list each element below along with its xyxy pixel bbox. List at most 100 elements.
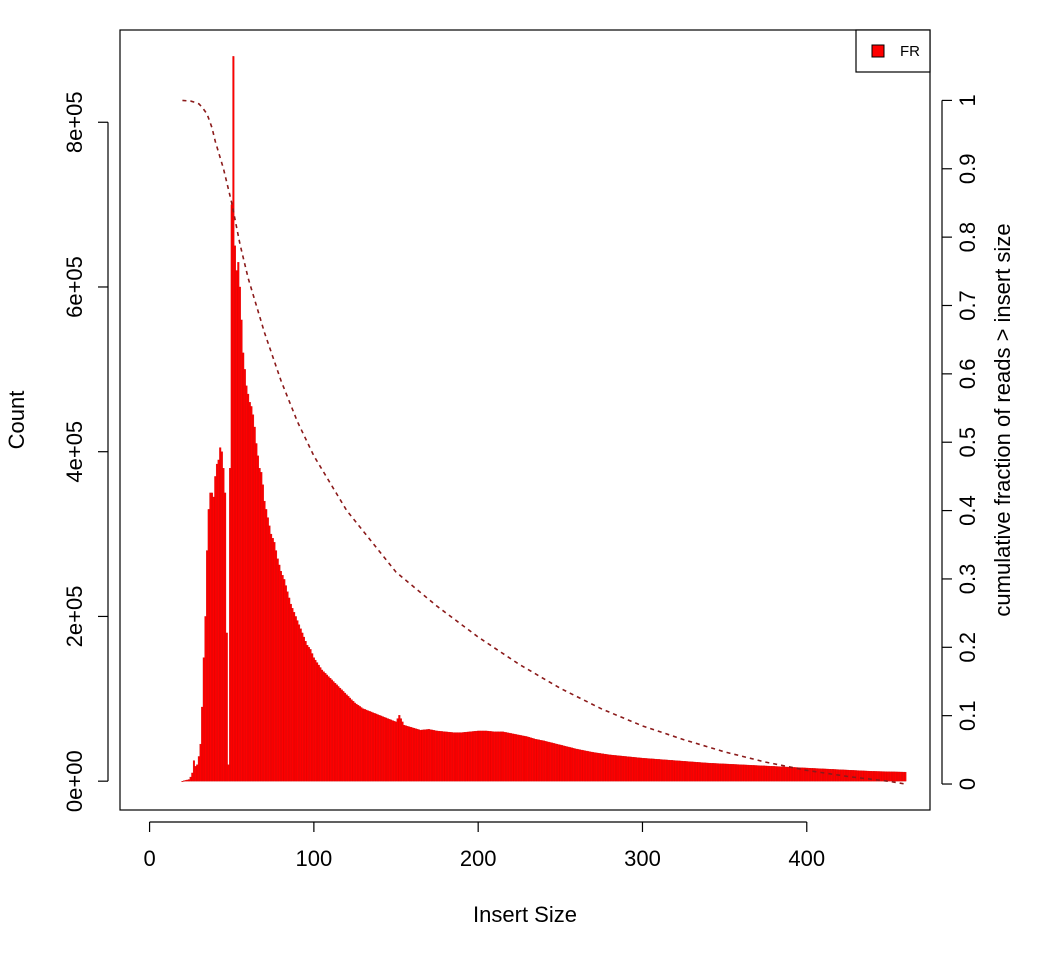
bar (662, 759, 665, 782)
bar (434, 730, 437, 782)
bar (473, 731, 476, 782)
bar (281, 575, 284, 782)
bar (385, 717, 388, 782)
bar (536, 739, 539, 782)
bar (860, 770, 862, 782)
bar (615, 755, 618, 782)
bar (326, 674, 328, 782)
bar (738, 764, 741, 782)
bar (197, 756, 200, 782)
bar (712, 763, 715, 782)
bar (763, 765, 766, 782)
bar (899, 771, 902, 782)
bar (373, 713, 376, 782)
bar (454, 732, 457, 782)
bar (758, 765, 761, 782)
bar (431, 729, 434, 782)
bar (399, 718, 402, 782)
bar (769, 766, 772, 782)
bar (393, 721, 396, 782)
bar (436, 730, 439, 782)
y2-tick-label: 0.1 (955, 700, 980, 731)
bar (694, 761, 697, 782)
bar (795, 767, 798, 782)
bar (789, 767, 792, 782)
bar (861, 770, 864, 782)
bar (646, 758, 649, 782)
bar (242, 352, 245, 782)
bar (317, 664, 320, 782)
bar (235, 270, 238, 782)
bar (730, 764, 733, 782)
bar (556, 743, 559, 782)
bar (736, 764, 739, 782)
bar (708, 762, 711, 782)
bar (672, 760, 675, 782)
bar (404, 725, 407, 782)
bar (644, 758, 647, 782)
bar (398, 715, 401, 782)
bar (710, 763, 713, 782)
bar (485, 730, 488, 782)
bar (564, 746, 567, 782)
bar (745, 764, 747, 782)
bar (809, 768, 812, 782)
bar (192, 760, 195, 782)
bar (531, 738, 534, 782)
bar (357, 705, 360, 782)
bar (345, 694, 348, 782)
y-tick-label: 6e+05 (62, 256, 87, 318)
bar (460, 732, 463, 782)
bar (462, 732, 465, 782)
bar (495, 731, 498, 782)
bar (585, 750, 588, 782)
bar (815, 768, 818, 782)
bar (577, 749, 580, 782)
bar (501, 731, 504, 782)
bar (214, 476, 217, 782)
bar (715, 763, 718, 782)
bar (616, 755, 619, 782)
bar (620, 755, 623, 782)
bar (544, 741, 547, 782)
bar (270, 533, 273, 782)
bar (265, 509, 268, 782)
bar (820, 768, 823, 782)
bar (280, 570, 282, 782)
bar (353, 702, 356, 782)
bar (669, 760, 672, 782)
bar (661, 759, 664, 782)
legend-box (855, 29, 931, 73)
bar (219, 447, 222, 782)
bar (593, 752, 596, 782)
bar (687, 761, 690, 782)
y2-tick-label: 0.9 (955, 153, 980, 184)
bar (562, 745, 565, 782)
bar (488, 731, 491, 782)
bar (523, 735, 526, 782)
bar (743, 764, 746, 782)
bar (511, 733, 514, 782)
bar (546, 741, 549, 782)
bar (521, 735, 524, 782)
bar (477, 730, 480, 782)
bar (840, 769, 843, 782)
legend-swatch-fr (871, 44, 885, 58)
bar (444, 731, 447, 782)
y-tick-label: 2e+05 (62, 586, 87, 648)
bar (493, 731, 496, 782)
x-tick-label: 200 (460, 846, 497, 871)
bar (266, 517, 269, 782)
bar (207, 509, 210, 782)
bar (817, 768, 820, 782)
bar (541, 740, 544, 782)
bar (802, 767, 805, 782)
bar (749, 765, 752, 782)
bar (551, 742, 554, 782)
bar (513, 733, 516, 782)
x-axis-title: Insert Size (473, 902, 577, 927)
bar (408, 726, 411, 782)
bar (728, 763, 731, 782)
bar (465, 731, 468, 782)
bar (349, 697, 351, 782)
